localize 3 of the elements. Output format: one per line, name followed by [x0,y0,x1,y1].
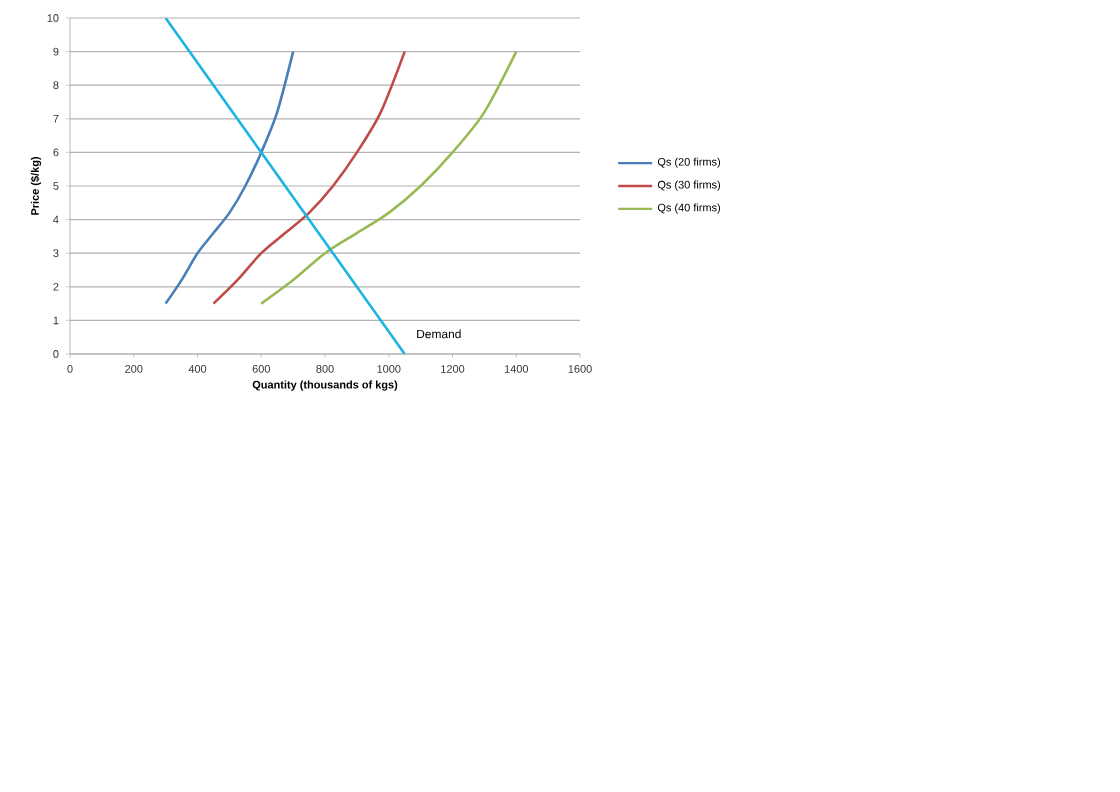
line-series [259,50,518,305]
line-series [212,50,406,305]
line-series [164,50,295,305]
